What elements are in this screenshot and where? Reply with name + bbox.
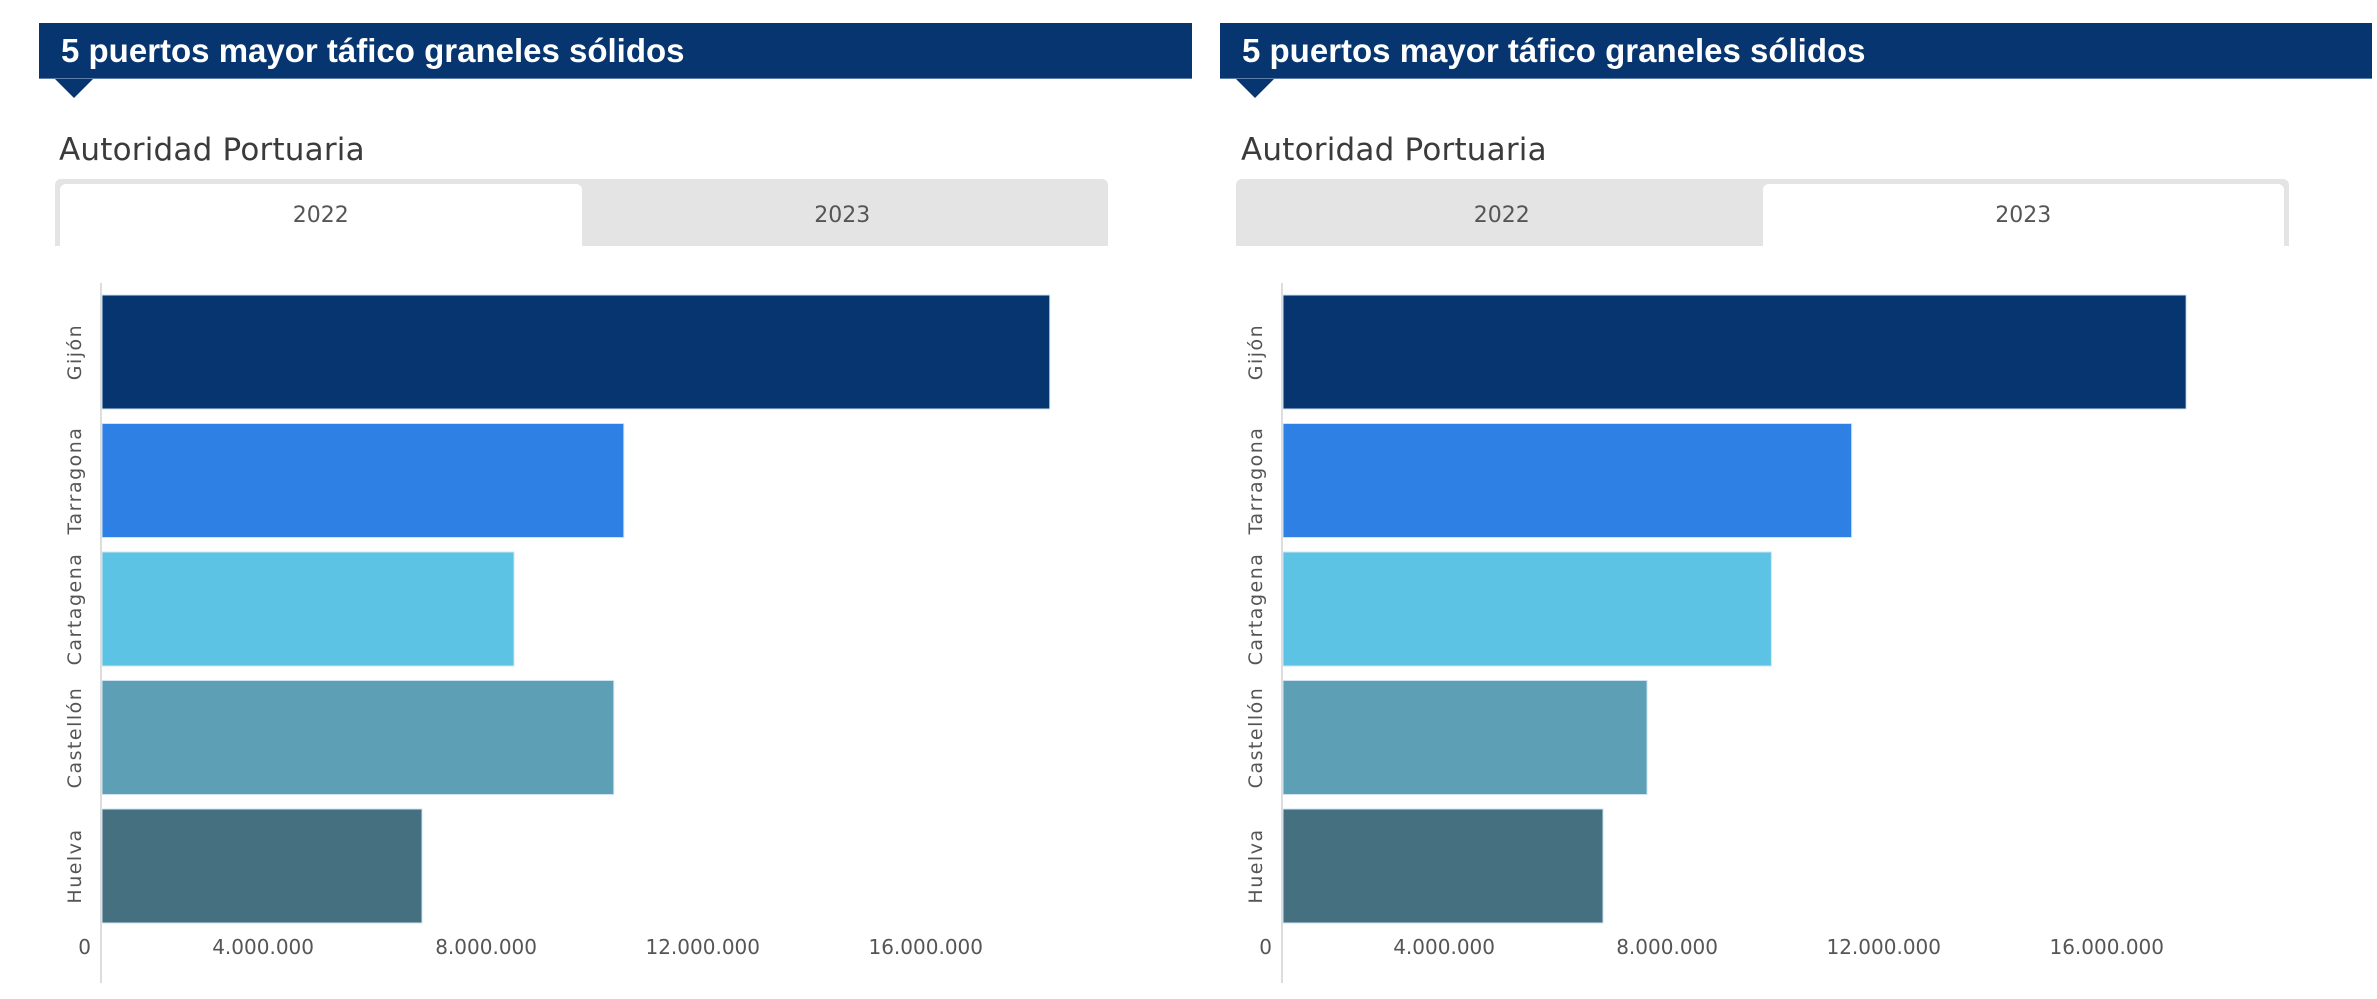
header-title: 5 puertos mayor táfico graneles sólidos xyxy=(1242,32,1866,69)
category-label: Gijón xyxy=(1245,324,1267,380)
x-tick-label: 0 xyxy=(78,935,91,959)
year-tabs: 2022 2023 xyxy=(1236,179,2289,246)
category-label: Cartagena xyxy=(1245,553,1267,666)
x-tick-label: 0 xyxy=(1259,935,1272,959)
bar-cartagena[interactable] xyxy=(101,551,515,667)
category-label: Huelva xyxy=(64,828,86,903)
category-label: Castellón xyxy=(1245,687,1267,789)
category-label: Tarragona xyxy=(1245,427,1267,536)
bar-castellón[interactable] xyxy=(1282,680,1648,795)
x-tick-label: 8.000.000 xyxy=(1616,935,1718,959)
bar-chart-svg: Gijón Tarragona Cartagena Castellón Huelva 0 4… xyxy=(1245,283,2187,983)
category-label: Tarragona xyxy=(64,427,86,536)
section-header: 5 puertos mayor táfico graneles sólidos xyxy=(39,23,1192,79)
bar-chart-2023: Gijón Tarragona Cartagena Castellón Huelva 0 4… xyxy=(1181,270,2377,999)
x-tick-label: 4.000.000 xyxy=(212,935,314,959)
bar-gijón[interactable] xyxy=(1282,294,2187,410)
x-tick-label: 16.000.000 xyxy=(868,935,983,959)
category-label: Huelva xyxy=(1245,828,1267,903)
category-label: Cartagena xyxy=(64,553,86,666)
bar-gijón[interactable] xyxy=(101,294,1051,410)
bar-castellón[interactable] xyxy=(101,680,615,795)
panel-2023: 5 puertos mayor táfico graneles sólidos … xyxy=(1181,0,2377,994)
bar-tarragona[interactable] xyxy=(1282,423,1853,538)
category-label: Gijón xyxy=(64,324,86,380)
x-tick-label: 12.000.000 xyxy=(645,935,760,959)
x-tick-label: 8.000.000 xyxy=(435,935,537,959)
category-label: Castellón xyxy=(64,687,86,789)
chart-subtitle: Autoridad Portuaria xyxy=(1241,132,1547,168)
tab-2023[interactable]: 2023 xyxy=(814,202,871,228)
header-pointer-icon xyxy=(1236,79,1274,98)
section-header: 5 puertos mayor táfico graneles sólidos xyxy=(1220,23,2372,79)
x-tick-label: 12.000.000 xyxy=(1826,935,1941,959)
chart-subtitle: Autoridad Portuaria xyxy=(59,132,365,168)
header-title: 5 puertos mayor táfico graneles sólidos xyxy=(61,32,685,69)
tab-2022[interactable]: 2022 xyxy=(1473,202,1530,228)
tab-2022[interactable]: 2022 xyxy=(60,184,582,246)
bar-cartagena[interactable] xyxy=(1282,551,1772,667)
bar-huelva[interactable] xyxy=(101,808,423,924)
x-tick-label: 4.000.000 xyxy=(1393,935,1495,959)
bar-huelva[interactable] xyxy=(1282,808,1604,924)
header-pointer-icon xyxy=(55,79,93,98)
tab-2023[interactable]: 2023 xyxy=(1762,184,2284,246)
year-tabs: 2022 2023 xyxy=(55,179,1108,246)
bar-chart-2022: Gijón Tarragona Cartagena Castellón Huelva 0 4… xyxy=(0,270,1200,999)
panel-2022: 5 puertos mayor táfico graneles sólidos … xyxy=(39,23,1192,983)
bar-chart-svg: Gijón Tarragona Cartagena Castellón Huelva 0 4… xyxy=(64,283,1051,983)
x-tick-label: 16.000.000 xyxy=(2049,935,2164,959)
bar-tarragona[interactable] xyxy=(101,423,625,538)
